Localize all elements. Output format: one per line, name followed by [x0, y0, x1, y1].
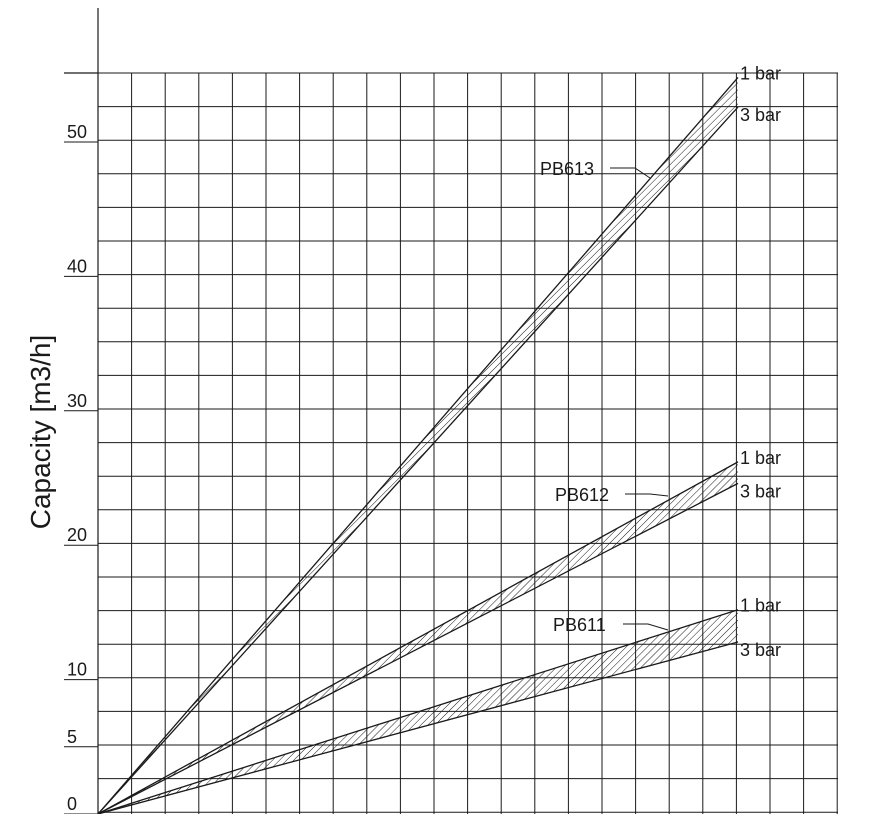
series-line-1-bar [97, 77, 739, 814]
series-leader-line [623, 623, 669, 631]
series-line-1-bar [97, 461, 739, 814]
y-tick-label: 40 [67, 256, 87, 276]
y-axis-label: Capacity [m3/h] [25, 335, 56, 530]
series-pb612: 1 bar 3 bar PB612 [97, 448, 781, 814]
y-tick-label: 0 [67, 794, 77, 814]
curve-label-3-bar: 3 bar [740, 481, 781, 501]
y-tick-label: 20 [67, 525, 87, 545]
y-tick-label: 10 [67, 660, 87, 680]
series-line-1-bar [97, 609, 739, 814]
grid [98, 72, 838, 814]
curve-label-3-bar: 3 bar [740, 105, 781, 125]
series-leader-line [625, 493, 669, 497]
curve-label-3-bar: 3 bar [740, 640, 781, 660]
y-tick-labels: 0 5 10 20 30 40 50 [64, 122, 98, 814]
y-tick-label: 30 [67, 391, 87, 411]
curve-label-1-bar: 1 bar [740, 448, 781, 468]
series-name-label: PB612 [555, 485, 609, 505]
series-line-3-bar [97, 482, 739, 814]
curve-label-1-bar: 1 bar [740, 63, 781, 83]
series-group: 1 bar 3 bar PB613 1 bar 3 bar PB612 1 bar 3 bar… [97, 63, 781, 814]
y-tick-label: 50 [67, 122, 87, 142]
series-leader-line [610, 167, 651, 179]
series-name-label: PB611 [553, 615, 606, 635]
y-tick-label: 5 [67, 727, 77, 747]
series-pb611: 1 bar 3 bar PB611 [97, 596, 781, 814]
curve-label-1-bar: 1 bar [740, 596, 781, 616]
series-line-3-bar [97, 106, 739, 814]
series-name-label: PB613 [540, 159, 594, 179]
series-pb613: 1 bar 3 bar PB613 [97, 63, 781, 814]
series-line-3-bar [97, 641, 739, 814]
